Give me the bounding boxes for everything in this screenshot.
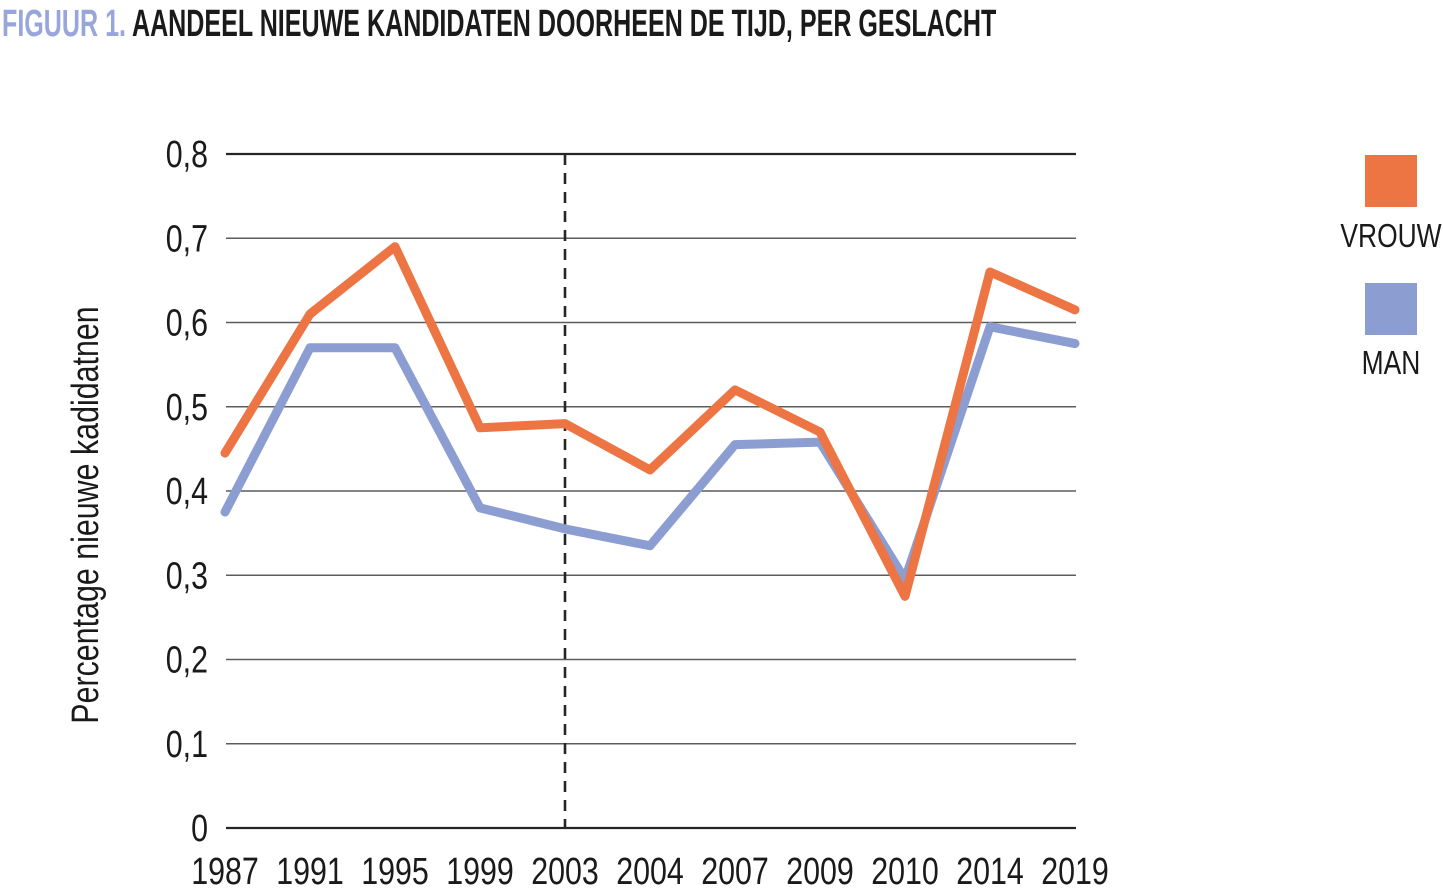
y-tick-label: 0 bbox=[191, 808, 208, 850]
series-line-vrouw bbox=[220, 242, 1080, 601]
legend-swatch-man bbox=[1365, 283, 1417, 335]
figure-title-text: AANDEEL NIEUWE KANDIDATEN DOORHEEN DE TI… bbox=[131, 3, 997, 45]
y-tick-label: 0,7 bbox=[166, 218, 208, 260]
x-tick-label: 2009 bbox=[786, 851, 854, 893]
x-tick-label: 2010 bbox=[871, 851, 939, 893]
x-tick-label: 2019 bbox=[1041, 851, 1109, 893]
x-tick-label: 1999 bbox=[446, 851, 514, 893]
figure-title: FIGUUR 1. AANDEEL NIEUWE KANDIDATEN DOORH… bbox=[2, 4, 996, 44]
x-tick-label: 1995 bbox=[361, 851, 429, 893]
x-tick-label: 2003 bbox=[531, 851, 599, 893]
figure-number: FIGUUR 1. bbox=[2, 3, 127, 45]
x-tick-label: 1987 bbox=[191, 851, 259, 893]
legend-label-man: MAN bbox=[1361, 344, 1421, 381]
x-tick-label: 1991 bbox=[276, 851, 344, 893]
y-tick-label: 0,6 bbox=[166, 302, 208, 344]
x-tick-label: 2004 bbox=[616, 851, 684, 893]
legend-label-vrouw: VROUW bbox=[1340, 217, 1442, 254]
x-tick-label: 2014 bbox=[956, 851, 1024, 893]
y-tick-label: 0,2 bbox=[166, 639, 208, 681]
y-axis-label: Percentage nieuwe kadidatnen bbox=[65, 306, 107, 723]
y-tick-label: 0,5 bbox=[166, 387, 208, 429]
y-tick-label: 0,3 bbox=[166, 555, 208, 597]
y-tick-label: 0,8 bbox=[166, 134, 208, 176]
series-line-man bbox=[220, 322, 1080, 584]
legend-swatch-vrouw bbox=[1365, 155, 1417, 207]
y-tick-label: 0,1 bbox=[166, 724, 208, 766]
y-tick-label: 0,4 bbox=[166, 471, 208, 513]
x-tick-label: 2007 bbox=[701, 851, 769, 893]
